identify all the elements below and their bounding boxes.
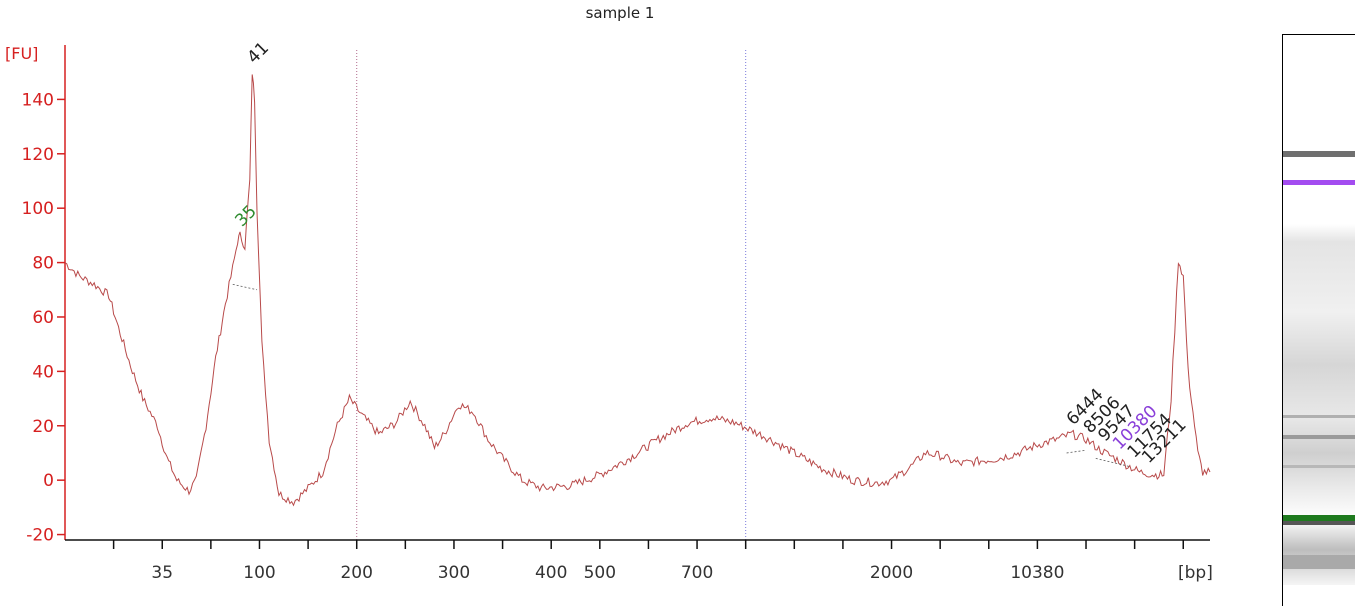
axes: -20 0 20 40 60 80 100 120 140 35 100 200 300 400 500 70… [22, 45, 1210, 583]
y-tick-label: 100 [22, 199, 54, 219]
x-tick-label: 200 [340, 563, 372, 583]
y-tick-label: 20 [32, 417, 54, 437]
x-tick-label: 300 [438, 563, 470, 583]
gel-bands [1283, 145, 1355, 585]
peak-baseline [232, 283, 258, 291]
x-tick-label: 700 [681, 563, 713, 583]
x-tick-label: 400 [535, 563, 567, 583]
x-tick-label: 500 [584, 563, 616, 583]
x-tick-label: 2000 [870, 563, 913, 583]
y-tick-label: -20 [26, 526, 54, 546]
chart-title: sample 1 [586, 4, 655, 22]
y-tick-label: 0 [43, 471, 54, 491]
y-tick-label: 80 [32, 254, 54, 274]
series-traces [64, 74, 1211, 507]
peak-label: 41 [244, 38, 273, 67]
y-tick-label: 40 [32, 362, 54, 382]
peak-baseline [1095, 458, 1130, 467]
x-tick-label: 35 [151, 563, 173, 583]
x-tick-label: 10380 [1010, 563, 1064, 583]
y-tick-label: 140 [22, 90, 54, 110]
y-tick-label: 120 [22, 145, 54, 165]
x-tick-label: 100 [243, 563, 275, 583]
x-axis-label: [bp] [1178, 563, 1213, 583]
electropherogram-chart: sample 1 [FU] [bp] -20 0 20 40 60 80 100 120 140… [5, 4, 1213, 583]
guide-lines [356, 50, 747, 540]
y-axis-label: [FU] [5, 44, 38, 63]
y-tick-label: 60 [32, 308, 54, 328]
trace-line [64, 74, 1211, 507]
gel-lane [1282, 34, 1355, 606]
peak-baseline [1066, 449, 1087, 454]
